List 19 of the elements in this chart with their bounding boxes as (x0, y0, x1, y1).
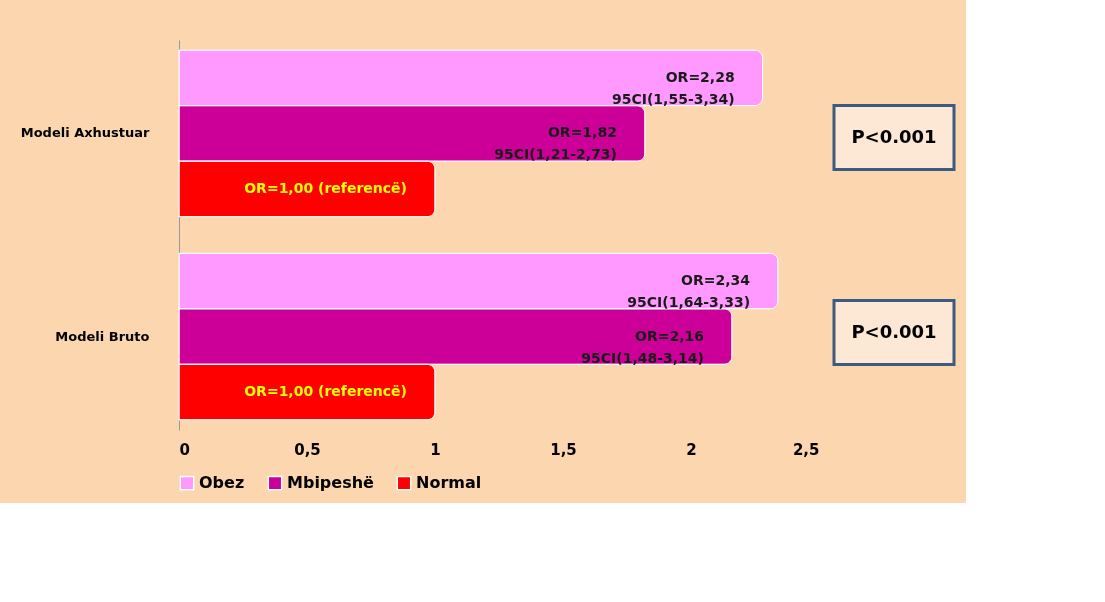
data-label: OR=2,16 95CI(1,48-3,14) (581, 327, 704, 366)
legend-label: Mbipeshë (287, 473, 375, 493)
data-label: OR=2,34 95CI(1,64-3,33) (627, 272, 751, 311)
data-label: OR=1,00 (referencë) (244, 179, 407, 196)
data-label: OR=2,28 95CI(1,55-3,34) (612, 68, 735, 107)
y-tick-label: Modeli Bruto (55, 328, 150, 344)
x-tick-label: 2,5 (792, 440, 820, 459)
y-tick-label: Modeli Axhustuar (20, 125, 151, 141)
x-tick-label: 1 (430, 440, 441, 459)
data-label: OR=1,82 95CI(1,21-2,73) (494, 124, 617, 163)
x-tick-label: 2 (686, 440, 697, 459)
x-tick-label: 1,5 (550, 440, 577, 459)
legend-label: Obez (199, 473, 245, 493)
legend-label: Normal (416, 473, 482, 493)
x-tick-label: 0 (179, 440, 190, 459)
x-tick-label: 0,5 (294, 440, 321, 459)
data-label: OR=1,00 (referencë) (244, 383, 407, 400)
text: P<0.001 (851, 125, 937, 147)
text: P<0.001 (851, 320, 937, 342)
